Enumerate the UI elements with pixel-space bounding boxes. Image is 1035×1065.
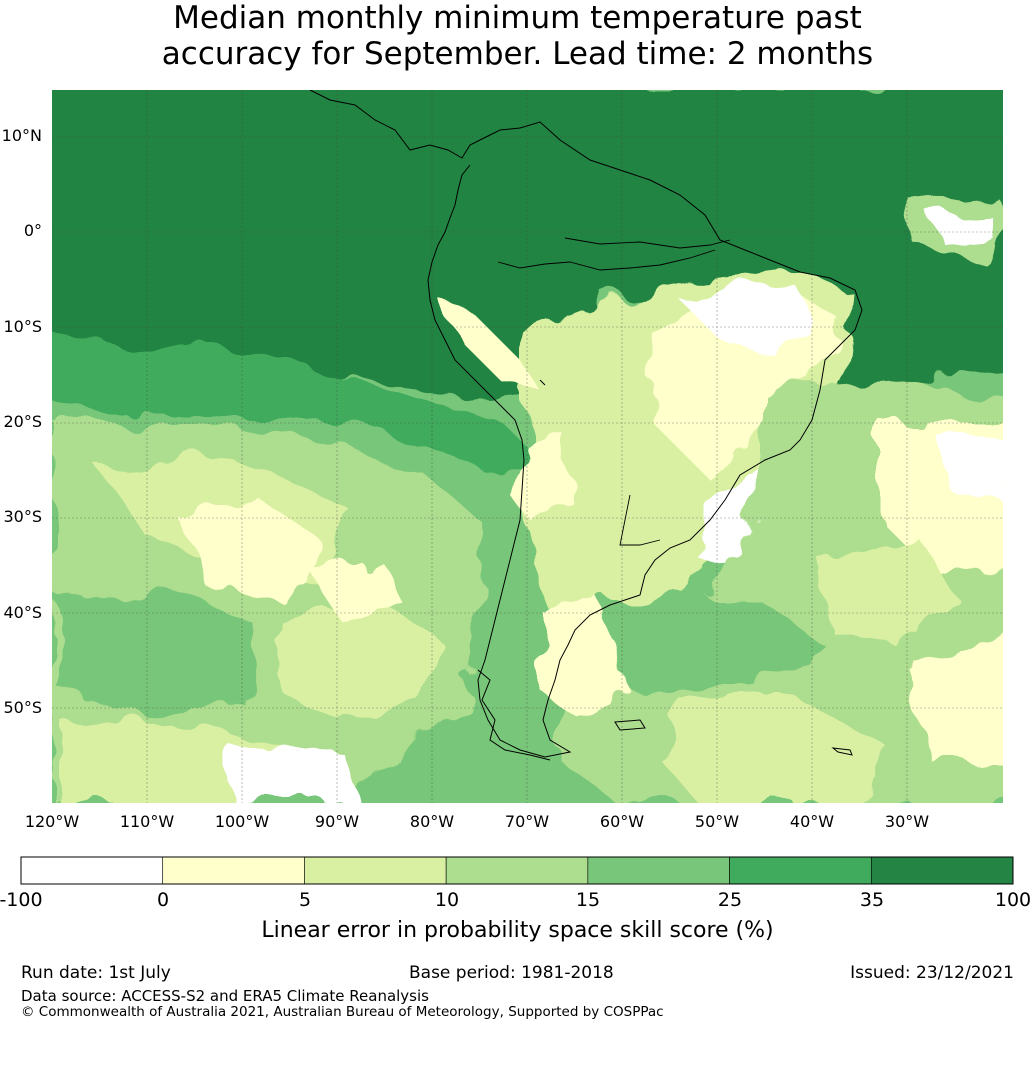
colorbar xyxy=(20,856,1014,885)
base-period: Base period: 1981-2018 xyxy=(409,963,614,983)
patch-eq-atlantic-white xyxy=(930,210,995,245)
lon-label-80w: 80°W xyxy=(409,812,455,831)
colorbar-tick-label: 100 xyxy=(994,889,1032,911)
copyright: © Commonwealth of Australia 2021, Austra… xyxy=(21,1004,664,1020)
patch-andes-pale xyxy=(440,300,540,390)
colorbar-tick-label: -100 xyxy=(0,889,43,911)
patch-atlantic-pale-2 xyxy=(660,700,880,803)
map-title: Median monthly minimum temperature past … xyxy=(0,0,1035,72)
patch-pacific-green xyxy=(60,590,250,720)
patch-mid-band xyxy=(52,332,540,470)
lon-label-60w: 60°W xyxy=(599,812,645,831)
graticule xyxy=(52,90,1003,803)
lat-label-30s: 30°S xyxy=(3,507,42,526)
lat-label-20s: 20°S xyxy=(3,412,42,431)
skill-field xyxy=(52,90,1003,803)
title-line-2: accuracy for September. Lead time: 2 mon… xyxy=(161,36,874,72)
patch-patagonia-pale xyxy=(540,600,620,720)
patch-atlantic-yellow-2 xyxy=(900,642,1003,760)
patch-pacific-white xyxy=(230,745,360,803)
patch-pacific-yellow-2 xyxy=(300,560,400,620)
lon-label-40w: 40°W xyxy=(789,812,835,831)
colorbar-segment xyxy=(870,856,1014,885)
lon-label-100w: 100°W xyxy=(214,812,270,831)
lon-label-90w: 90°W xyxy=(314,812,360,831)
lat-label-40s: 40°S xyxy=(3,603,42,622)
patch-atlantic-pale-1 xyxy=(820,540,960,650)
patch-brazil-white xyxy=(680,280,820,360)
patch-pacific-yellow-1 xyxy=(180,500,320,600)
issued-date: Issued: 23/12/2021 xyxy=(850,963,1014,983)
lon-label-30w: 30°W xyxy=(884,812,930,831)
run-date: Run date: 1st July xyxy=(21,963,171,983)
colorbar-tick-label: 35 xyxy=(859,889,885,911)
colorbar-segment xyxy=(20,856,164,885)
data-source: Data source: ACCESS-S2 and ERA5 Climate … xyxy=(21,987,429,1005)
lat-label-10s: 10°S xyxy=(3,317,42,336)
colorbar-title: Linear error in probability space skill … xyxy=(261,918,774,943)
lat-label-10n: 10°N xyxy=(1,126,42,145)
lon-label-50w: 50°W xyxy=(694,812,740,831)
colorbar-tick-label: 10 xyxy=(434,889,460,911)
colorbar-tick-label: 0 xyxy=(156,889,170,911)
lon-label-70w: 70°W xyxy=(504,812,550,831)
coastline xyxy=(309,90,863,761)
colorbar-segment xyxy=(729,856,872,885)
patch-atlantic-green xyxy=(590,600,820,690)
colorbar-tick-label: 5 xyxy=(298,889,312,911)
colorbar-segment xyxy=(445,856,589,885)
field-patches xyxy=(52,90,1003,803)
lat-label-50s: 50°S xyxy=(3,698,42,717)
patch-atacama-pale xyxy=(515,430,570,530)
colorbar-frame xyxy=(20,856,1014,885)
patch-pacific-pale-2 xyxy=(280,600,440,720)
colorbar-tick-label: 25 xyxy=(717,889,743,911)
lat-label-0: 0° xyxy=(23,221,42,240)
title-line-1: Median monthly minimum temperature past xyxy=(173,0,862,36)
lon-label-120w: 120°W xyxy=(24,812,80,831)
colorbar-segment xyxy=(587,856,730,885)
colorbar-segment xyxy=(304,856,447,885)
colorbar-segment xyxy=(162,856,305,885)
lon-label-110w: 110°W xyxy=(119,812,175,831)
patch-atlantic-white xyxy=(930,430,1003,500)
colorbar-tick-label: 15 xyxy=(575,889,601,911)
